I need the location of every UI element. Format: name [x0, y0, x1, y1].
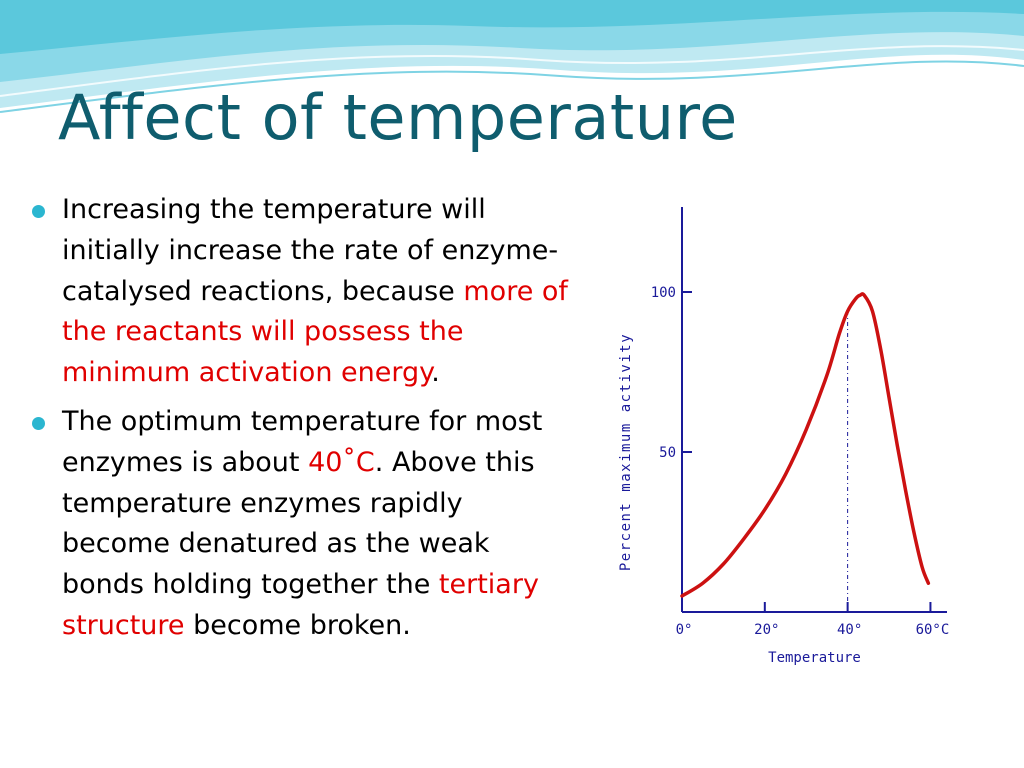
data-point: [904, 489, 907, 492]
data-point: [805, 428, 808, 431]
data-point: [879, 348, 882, 351]
chart-container: 0° 20° 40° 60°C 50 100 Temperature Percent ma…: [600, 190, 980, 690]
bullet-text-segment: Increasing the temperature will initiall…: [62, 194, 559, 307]
bullet-text-segment: .: [431, 357, 440, 389]
data-point: [912, 530, 916, 534]
wave-line-1: [0, 60, 1024, 113]
bullet-highlight-segment: tertiary structure: [62, 569, 539, 641]
bullet-text-segment: . Above this temperature enzymes rapidly…: [62, 446, 535, 601]
data-point: [701, 582, 704, 585]
bullet-dot-icon: [32, 416, 45, 430]
chart-ticks: 0° 20° 40° 60°C 50 100: [651, 285, 950, 638]
x-tick-label: 40°: [837, 622, 862, 638]
data-point: [927, 582, 930, 585]
x-tick-label: 0°: [676, 622, 693, 638]
x-axis-label: Temperature: [768, 650, 861, 666]
data-point: [838, 332, 841, 335]
chart-series: [680, 292, 931, 598]
bullet-dot-icon: [32, 205, 45, 218]
data-point: [858, 294, 862, 297]
wave-line-2: [0, 45, 1024, 97]
y-axis-label: Percent maximum activity: [618, 333, 634, 571]
y-tick-label: 50: [659, 445, 676, 461]
x-tick-label: 20°: [754, 622, 779, 638]
data-point: [763, 508, 767, 511]
bullet-text-segment: The optimum temperature for most enzymes…: [62, 405, 543, 478]
data-point: [896, 444, 899, 447]
data-point: [825, 374, 829, 377]
bullet-highlight-segment: 40˚C: [308, 446, 375, 478]
data-point: [680, 594, 684, 598]
data-point: [871, 310, 874, 313]
bullet-item: Increasing the temperature will initiall…: [28, 190, 573, 394]
header-wave-decoration: [0, 0, 1024, 113]
data-point: [784, 473, 787, 476]
bullet-item: The optimum temperature for most enzymes…: [28, 402, 573, 647]
data-point: [854, 297, 858, 300]
bullet-list: Increasing the temperature will initiall…: [28, 190, 573, 655]
data-point: [920, 566, 924, 569]
data-point: [887, 396, 891, 399]
data-point: [862, 294, 866, 297]
wave-dark-band: [0, 0, 1024, 54]
y-tick-label: 100: [651, 285, 676, 301]
slide-title: Affect of temperature: [58, 81, 738, 154]
data-point: [722, 562, 725, 566]
chart-axes: [681, 207, 947, 613]
x-tick-label: 60°C: [916, 622, 950, 638]
bullet-highlight-segment: more of the reactants will possess the m…: [62, 275, 568, 389]
activity-curve-line: [680, 292, 931, 598]
data-point: [742, 537, 746, 540]
data-point: [846, 310, 849, 313]
bullet-text-segment: become broken.: [184, 609, 411, 641]
activity-temperature-chart: 0° 20° 40° 60°C 50 100 Temperature Percent ma…: [618, 207, 950, 666]
